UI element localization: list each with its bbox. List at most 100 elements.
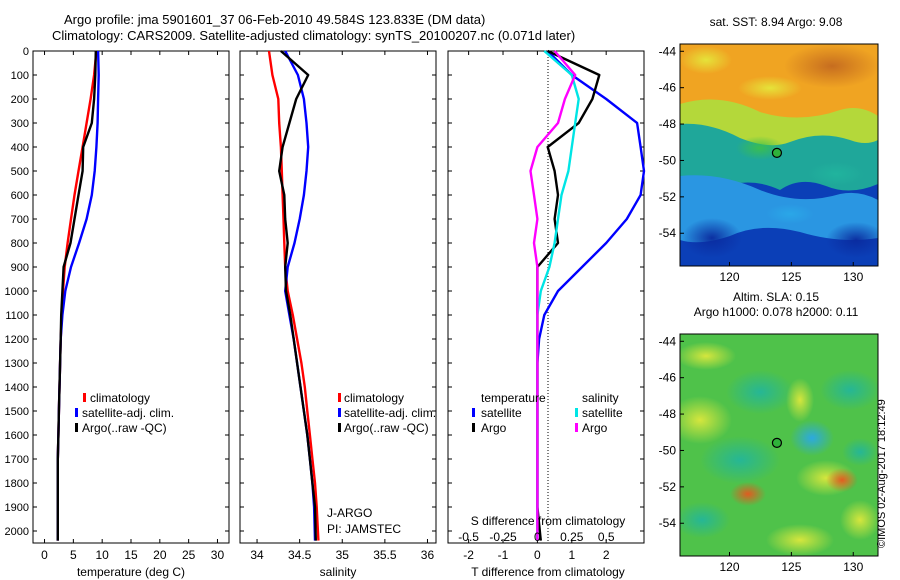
legend-swatch-sal-argo — [575, 423, 578, 432]
x-tick-label: 34 — [250, 548, 264, 562]
argo-float-position-marker — [771, 147, 783, 158]
temperature-x-label: temperature (deg C) — [77, 565, 185, 579]
legend-swatch-temp-satellite — [472, 408, 475, 417]
difference-legend: temperature salinity satellite Argo sate… — [472, 391, 623, 435]
x-tick-label: 15 — [124, 548, 138, 562]
legend-swatch-argo — [338, 423, 341, 432]
legend-label-temp-satellite: satellite — [481, 406, 522, 420]
sla-map-title-line1: Altim. SLA: 0.15 — [733, 290, 819, 304]
map-y-tick-label: -46 — [659, 81, 677, 95]
argo-float-position-marker — [771, 437, 783, 448]
legend-label-temp-argo: Argo — [481, 421, 507, 435]
sla-map: Altim. SLA: 0.15 Argo h1000: 0.078 h2000… — [659, 290, 879, 574]
temperature-x-axis: 0 5 10 15 20 25 30 — [41, 51, 224, 562]
x-tick-label: 10 — [95, 548, 109, 562]
depth-tick-label: 1700 — [5, 454, 29, 466]
s-difference-label: S difference from climatology — [471, 514, 626, 528]
s-tick-label: -0.25 — [489, 530, 517, 544]
legend-label-sal-satellite: satellite — [582, 406, 623, 420]
legend-swatch-climatology — [83, 393, 86, 402]
depth-tick-label: 0 — [23, 46, 29, 58]
legend-swatch-satellite-adj — [75, 408, 78, 417]
x-tick-label: 1 — [568, 548, 575, 562]
legend-label-argo: Argo(..raw -QC) — [344, 421, 429, 435]
sla-map-title-line2: Argo h1000: 0.078 h2000: 0.11 — [694, 305, 859, 319]
float-program-label: J-ARGO — [327, 506, 372, 520]
x-tick-label: 2 — [603, 548, 610, 562]
x-tick-label: -2 — [463, 548, 474, 562]
map-y-tick-label: -48 — [659, 407, 677, 421]
x-tick-label: 35 — [336, 548, 350, 562]
t-difference-label: T difference from climatology — [471, 565, 625, 579]
map-y-tick-label: -54 — [659, 516, 677, 530]
depth-axis: 0 100 200 300 400 500 600 700 800 900 1000 1100 1200… — [5, 46, 229, 538]
sst-map-frame — [679, 43, 879, 267]
float-pi-label: PI: JAMSTEC — [327, 522, 401, 536]
salinity-x-label: salinity — [320, 565, 357, 579]
salinity-x-axis: 34 34.5 35 35.5 36 — [250, 51, 434, 562]
salinity-depth-ticks — [240, 50, 436, 532]
salinity-lines — [267, 50, 320, 541]
legend-swatch-climatology — [338, 393, 341, 402]
x-tick-label: -1 — [498, 548, 509, 562]
depth-tick-label: 1500 — [5, 406, 29, 418]
x-tick-label: 25 — [182, 548, 196, 562]
legend-label-climatology: climatology — [344, 391, 404, 405]
sst-map-ticks: 120 125 130 -44 -46 -48 -50 -52 -54 — [659, 44, 864, 284]
map-y-tick-label: -50 — [659, 443, 677, 457]
x-tick-label: 34.5 — [288, 548, 312, 562]
depth-tick-label: 900 — [11, 262, 29, 274]
depth-tick-label: 100 — [11, 70, 29, 82]
legend-label-satellite-adj: satellite-adj. clim. — [344, 406, 436, 420]
depth-tick-label: 800 — [11, 238, 29, 250]
x-tick-label: 20 — [153, 548, 167, 562]
temperature-panel: 0100200300400500600700800900100011001200… — [5, 46, 230, 579]
series-line-argo-raw-qc- — [56, 50, 97, 541]
map-y-tick-label: -52 — [659, 480, 677, 494]
sst-field — [680, 44, 878, 266]
legend-swatch-argo — [75, 423, 78, 432]
depth-tick-label: 1000 — [5, 286, 29, 298]
map-y-tick-label: -54 — [659, 226, 677, 240]
depth-tick-label: 1400 — [5, 382, 29, 394]
s-tick-label: 0 — [534, 530, 541, 544]
x-tick-label: 35.5 — [373, 548, 397, 562]
map-x-tick-label: 120 — [719, 270, 739, 284]
depth-tick-label: 200 — [11, 94, 29, 106]
legend-label-argo: Argo(..raw -QC) — [82, 421, 167, 435]
x-tick-label: 30 — [211, 548, 225, 562]
legend-swatch-satellite-adj — [338, 408, 341, 417]
figure-title-line1: Argo profile: jma 5901601_37 06-Feb-2010… — [64, 12, 486, 27]
sla-field — [680, 334, 878, 556]
depth-tick-label: 600 — [11, 190, 29, 202]
salinity-axes-box — [239, 50, 437, 544]
s-tick-label: 0.5 — [598, 530, 615, 544]
s-tick-label: -0.5 — [458, 530, 479, 544]
map-x-tick-label: 130 — [843, 270, 863, 284]
difference-lines — [529, 49, 646, 541]
depth-tick-label: 1200 — [5, 334, 29, 346]
depth-tick-label: 400 — [11, 142, 29, 154]
difference-axes-box — [447, 50, 645, 544]
series-line-climatology — [267, 50, 320, 541]
depth-tick-label: 700 — [11, 214, 29, 226]
sst-map: sat. SST: 8.94 Argo: 9.08 120 125 130 -44 -4… — [659, 15, 879, 284]
depth-tick-label: 300 — [11, 118, 29, 130]
map-y-tick-label: -48 — [659, 117, 677, 131]
legend-label-sal-argo: Argo — [582, 421, 608, 435]
s-difference-tick-labels: -0.5 -0.25 0 0.25 0.5 — [458, 530, 615, 544]
map-x-tick-label: 120 — [719, 560, 739, 574]
series-line-salinity-argo — [529, 50, 577, 541]
map-y-tick-label: -52 — [659, 190, 677, 204]
sla-map-frame — [679, 333, 879, 557]
legend-swatch-temp-argo — [472, 423, 475, 432]
legend-label-satellite-adj: satellite-adj. clim. — [82, 406, 174, 420]
depth-tick-label: 2000 — [5, 526, 29, 538]
series-line-argo-raw-qc- — [278, 50, 317, 541]
copyright-timestamp: ©IMOS 02-Aug-2017 18:12:49 — [876, 399, 888, 548]
x-tick-label: 36 — [421, 548, 435, 562]
sla-map-ticks: 120 125 130 -44 -46 -48 -50 -52 -54 — [659, 334, 864, 574]
legend-swatch-sal-satellite — [575, 408, 578, 417]
x-tick-label: 0 — [534, 548, 541, 562]
